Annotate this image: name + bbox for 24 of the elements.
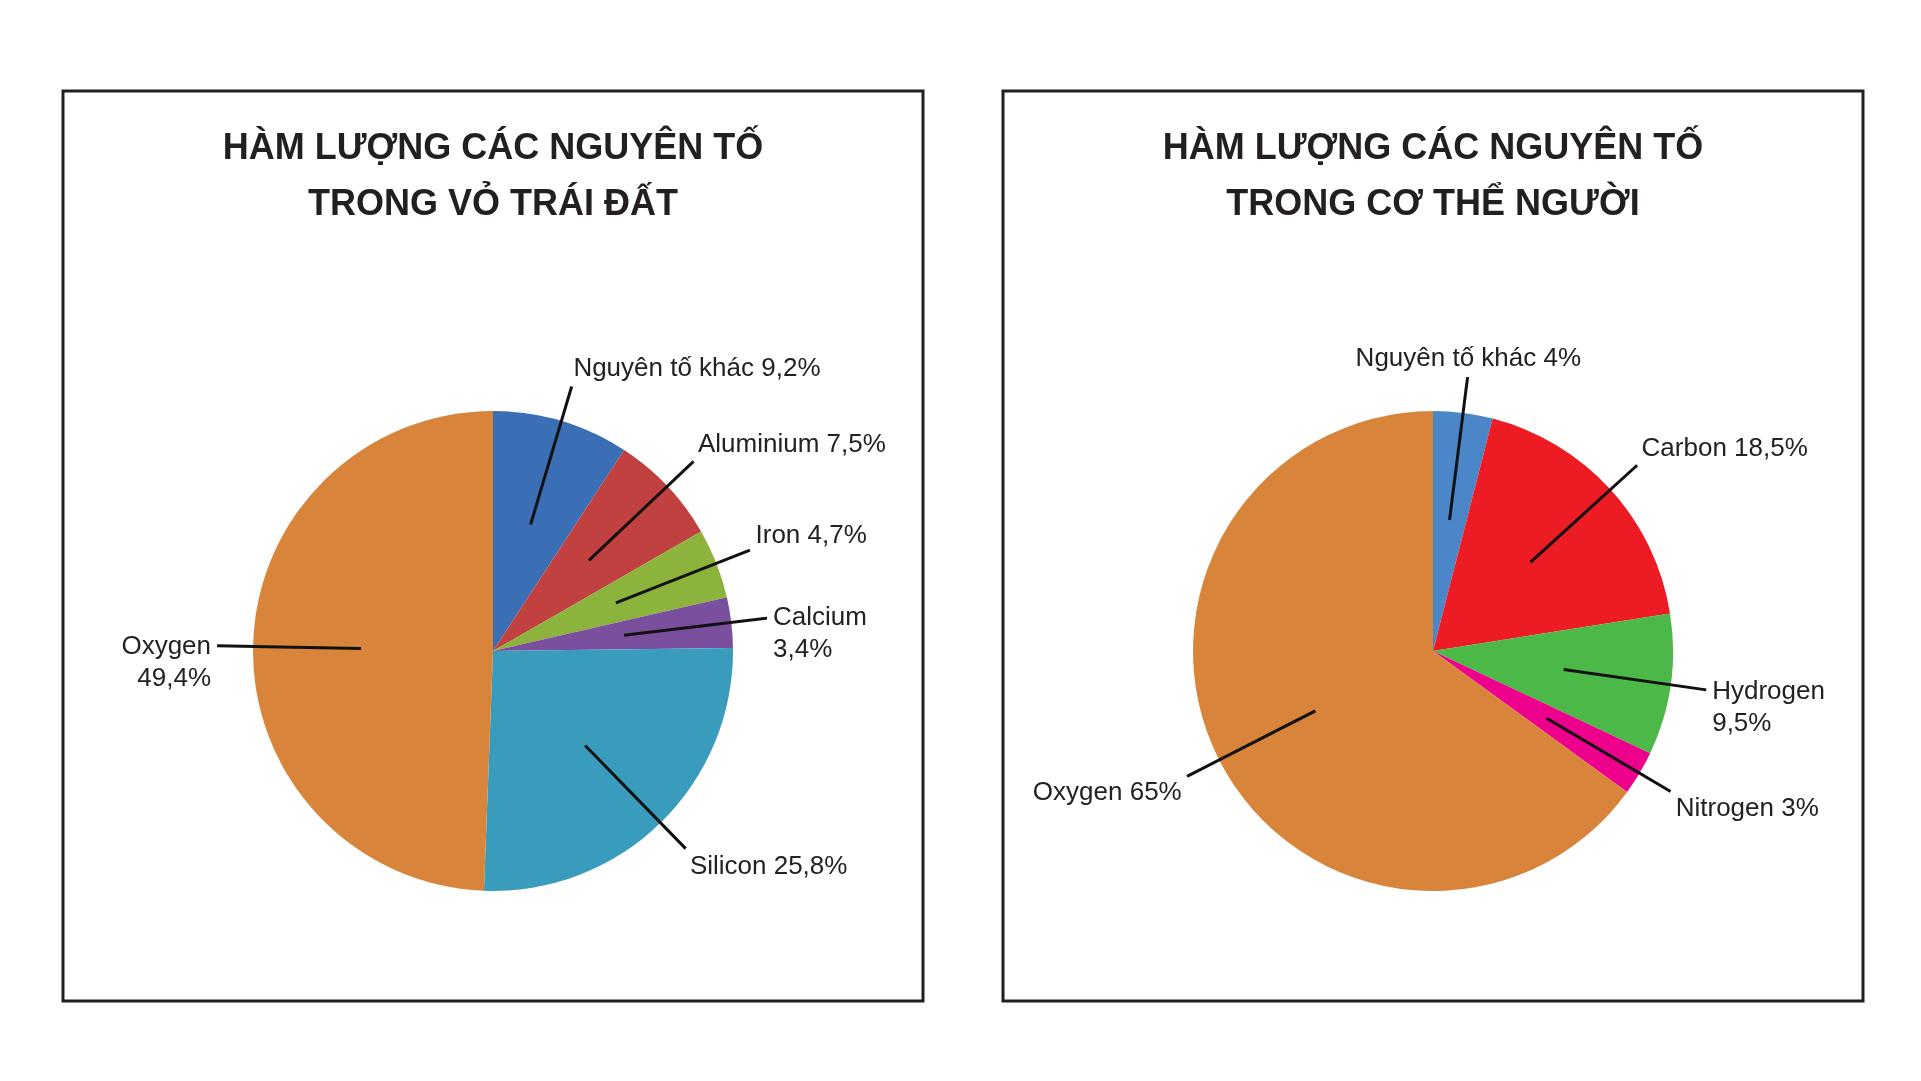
chart-title: HÀM LƯỢNG CÁC NGUYÊN TỐ TRONG CƠ THỂ NGƯỜI — [1162, 125, 1704, 223]
slice-label: Nitrogen 3% — [1675, 791, 1819, 822]
pie-slice — [493, 411, 625, 651]
slice-label: Carbon 18,5% — [1641, 432, 1808, 463]
pie-slice — [1433, 651, 1651, 793]
slice-label: Iron 4,7% — [755, 519, 867, 550]
pie-slice — [253, 411, 493, 891]
data-label: 49,4% — [137, 661, 212, 692]
pie-slice — [1433, 411, 1493, 651]
slice-label: Calcium — [772, 601, 867, 632]
data-label: 9,5% — [1712, 706, 1772, 737]
slice-label: Oxygen 65% — [1032, 776, 1182, 807]
slice-label: Aluminium 7,5% — [697, 428, 886, 459]
slice-label: Nguyên tố khác 9,2% — [573, 351, 821, 382]
slice-label: Silicon 25,8% — [689, 849, 848, 880]
slice-label: Oxygen — [121, 629, 212, 660]
pie-slice — [493, 597, 733, 651]
slice-label: Hydrogen — [1712, 674, 1825, 705]
slice-label: Nguyên tố khác 4% — [1355, 342, 1582, 373]
pie-slice — [493, 531, 727, 651]
pie-slice — [1433, 613, 1673, 754]
chart-title: HÀM LƯỢNG CÁC NGUYÊN TỐ TRONG VỎ TRÁI ĐẤT — [222, 125, 764, 223]
pie-slice — [1193, 411, 1628, 891]
data-label: 3,4% — [772, 633, 833, 664]
